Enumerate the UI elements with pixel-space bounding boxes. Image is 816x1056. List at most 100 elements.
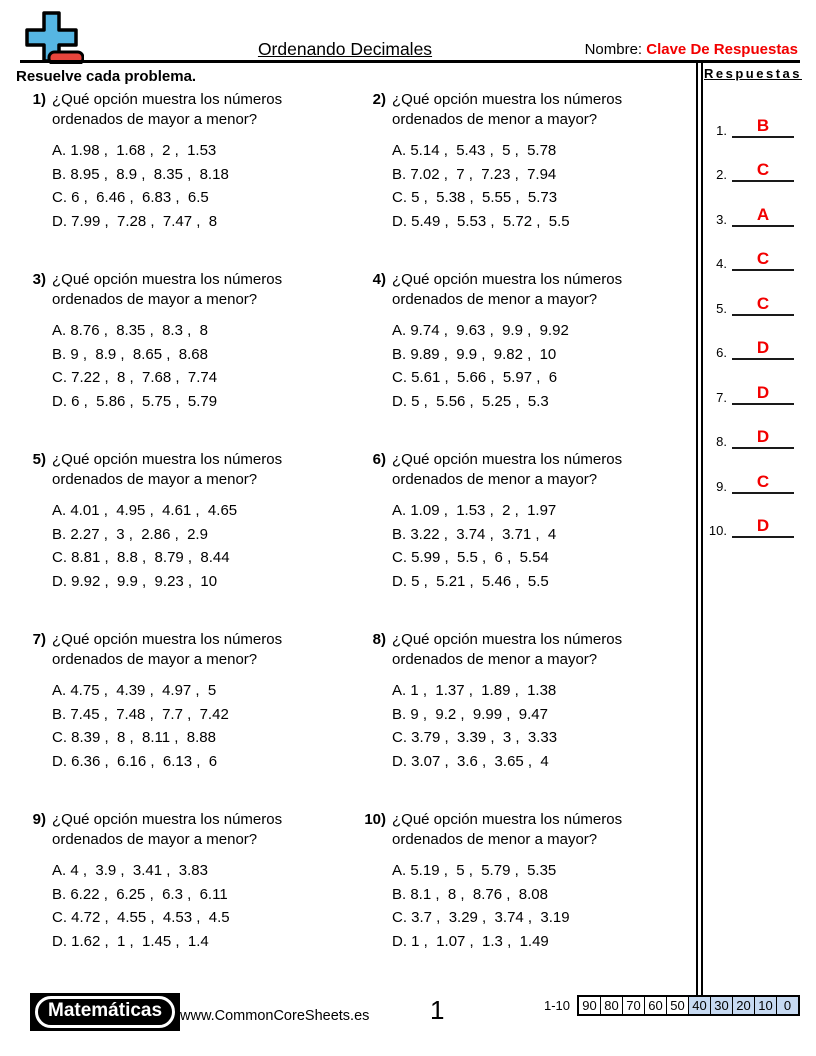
answer-number: 2. — [716, 167, 727, 182]
question-prompt: ¿Qué opción muestra los números ordenado… — [392, 91, 623, 128]
answer-row: 1. B — [704, 93, 800, 138]
answer-blank: D — [732, 338, 794, 360]
answer-option: D. 5.49 , 5.53 , 5.72 , 5.5 — [392, 212, 570, 230]
answer-number: 6. — [716, 345, 727, 360]
score-cell: 50 — [666, 997, 688, 1014]
answer-option: C. 5.61 , 5.66 , 5.97 , 6 — [392, 369, 558, 386]
answer-blank: C — [732, 294, 794, 316]
answer-option: A. 8.76 , 8.35 , 8.3 , 8 — [52, 322, 208, 339]
question-6: 6) ¿Qué opción muestra los números ordena… — [356, 444, 692, 624]
answer-number: 8. — [716, 434, 727, 449]
answer-blank: C — [732, 472, 794, 494]
answer-option: A. 1 , 1.37 , 1.89 , 1.38 — [392, 682, 557, 699]
answer-row: 7. D — [704, 360, 800, 405]
question-prompt: ¿Qué opción muestra los números ordenado… — [392, 451, 623, 488]
answer-option: D. 3.07 , 3.6 , 3.65 , 4 — [392, 752, 549, 770]
answer-option: C. 8.39 , 8 , 8.11 , 8.88 — [52, 729, 216, 746]
score-cell: 70 — [622, 997, 644, 1014]
answer-option: A. 1.98 , 1.68 , 2 , 1.53 — [52, 142, 217, 159]
score-cell: 30 — [710, 997, 732, 1014]
answer-option: B. 9 , 8.9 , 8.65 , 8.68 — [52, 345, 208, 363]
answer-value: D — [756, 338, 770, 357]
brand-badge: Matemáticas — [30, 993, 181, 1031]
name-block: Nombre: Clave De Respuestas — [585, 41, 798, 58]
answers-sidebar: Respuestas 1. B 2. C 3. A 4. C 5. C 6. D 7. D 8… — [704, 66, 800, 538]
question-prompt: ¿Qué opción muestra los números ordenado… — [392, 271, 623, 308]
answer-row: 10. D — [704, 494, 800, 538]
answer-number: 7. — [716, 389, 727, 405]
answer-blank: B — [732, 116, 794, 138]
answer-blank: C — [732, 160, 794, 182]
question-prompt: ¿Qué opción muestra los números ordenado… — [392, 811, 623, 848]
answer-option: D. 5 , 5.21 , 5.46 , 5.5 — [392, 572, 549, 590]
answer-row: 8. D — [704, 405, 800, 449]
question-prompt: ¿Qué opción muestra los números ordenado… — [52, 271, 283, 308]
answer-blank: D — [732, 427, 794, 449]
answer-option: C. 8.81 , 8.8 , 8.79 , 8.44 — [52, 549, 230, 566]
score-cell: 80 — [600, 997, 622, 1014]
answer-option: A. 4.75 , 4.39 , 4.97 , 5 — [52, 682, 217, 699]
question-8: 8) ¿Qué opción muestra los números ordena… — [356, 624, 692, 804]
answer-key-label: Clave De Respuestas — [646, 41, 798, 58]
answer-row: 6. D — [704, 316, 800, 360]
question-4: 4) ¿Qué opción muestra los números ordena… — [356, 264, 692, 444]
question-10: 10) ¿Qué opción muestra los números orden… — [356, 804, 692, 984]
answer-value: A — [756, 204, 770, 224]
page-number: 1 — [430, 995, 445, 1025]
answer-value: D — [756, 427, 770, 446]
answer-option: D. 1.62 , 1 , 1.45 , 1.4 — [52, 932, 209, 950]
answer-value: C — [756, 160, 770, 179]
answer-value: C — [756, 471, 770, 491]
answer-number: 1. — [716, 122, 727, 138]
name-label: Nombre: — [584, 41, 647, 58]
answer-option: C. 3.79 , 3.39 , 3 , 3.33 — [392, 729, 558, 746]
question-prompt: ¿Qué opción muestra los números ordenado… — [392, 631, 623, 668]
answer-option: A. 4 , 3.9 , 3.41 , 3.83 — [52, 862, 208, 879]
answer-option: D. 5 , 5.56 , 5.25 , 5.3 — [392, 392, 549, 410]
question-9: 9) ¿Qué opción muestra los números ordena… — [16, 804, 356, 984]
answer-option: B. 7.02 , 7 , 7.23 , 7.94 — [392, 165, 557, 183]
answers-divider — [696, 62, 703, 995]
answer-blank: C — [732, 249, 794, 271]
answer-option: A. 5.19 , 5 , 5.79 , 5.35 — [392, 862, 557, 879]
score-cell: 90 — [579, 997, 600, 1014]
question-number: 3) — [32, 271, 46, 288]
answer-option: D. 9.92 , 9.9 , 9.23 , 10 — [52, 572, 218, 590]
question-prompt: ¿Qué opción muestra los números ordenado… — [52, 451, 283, 488]
answer-option: B. 9.89 , 9.9 , 9.82 , 10 — [392, 345, 557, 363]
answer-row: 4. C — [704, 227, 800, 271]
answer-option: D. 6.36 , 6.16 , 6.13 , 6 — [52, 752, 218, 770]
answers-list: 1. B 2. C 3. A 4. C 5. C 6. D 7. D 8. D 9. C 10. D — [704, 93, 800, 538]
website-url: www.CommonCoreSheets.es — [180, 1008, 370, 1024]
score-cell: 40 — [688, 997, 710, 1014]
question-prompt: ¿Qué opción muestra los números ordenado… — [52, 631, 283, 668]
question-2: 2) ¿Qué opción muestra los números ordena… — [356, 84, 692, 264]
question-1: 1) ¿Qué opción muestra los números ordena… — [16, 84, 356, 264]
answer-option: C. 4.72 , 4.55 , 4.53 , 4.5 — [52, 909, 230, 926]
answer-option: B. 2.27 , 3 , 2.86 , 2.9 — [52, 525, 208, 543]
header-divider — [20, 60, 800, 63]
answer-option: C. 5 , 5.38 , 5.55 , 5.73 — [392, 189, 558, 206]
question-number: 10) — [364, 811, 386, 828]
answer-number: 4. — [716, 256, 727, 271]
score-cell: 10 — [754, 997, 776, 1014]
question-prompt: ¿Qué opción muestra los números ordenado… — [52, 91, 283, 128]
questions-grid: 1) ¿Qué opción muestra los números ordena… — [16, 84, 692, 984]
answer-option: B. 3.22 , 3.74 , 3.71 , 4 — [392, 525, 557, 543]
answer-row: 2. C — [704, 138, 800, 182]
answer-option: D. 1 , 1.07 , 1.3 , 1.49 — [392, 932, 549, 950]
question-number: 1) — [32, 91, 46, 108]
answer-row: 3. A — [704, 182, 800, 227]
answers-title: Respuestas — [704, 66, 802, 81]
answer-value: D — [756, 516, 770, 535]
answer-number: 10. — [708, 523, 727, 538]
question-number: 5) — [32, 451, 46, 468]
score-cell: 60 — [644, 997, 666, 1014]
answer-option: B. 8.1 , 8 , 8.76 , 8.08 — [392, 885, 548, 903]
page-title: Ordenando Decimales — [257, 39, 433, 59]
answer-number: 5. — [716, 300, 727, 316]
answer-option: A. 5.14 , 5.43 , 5 , 5.78 — [392, 142, 557, 159]
question-number: 7) — [32, 631, 46, 648]
answer-option: C. 7.22 , 8 , 7.68 , 7.74 — [52, 369, 218, 386]
score-range-label: 1-10 — [543, 998, 570, 1013]
